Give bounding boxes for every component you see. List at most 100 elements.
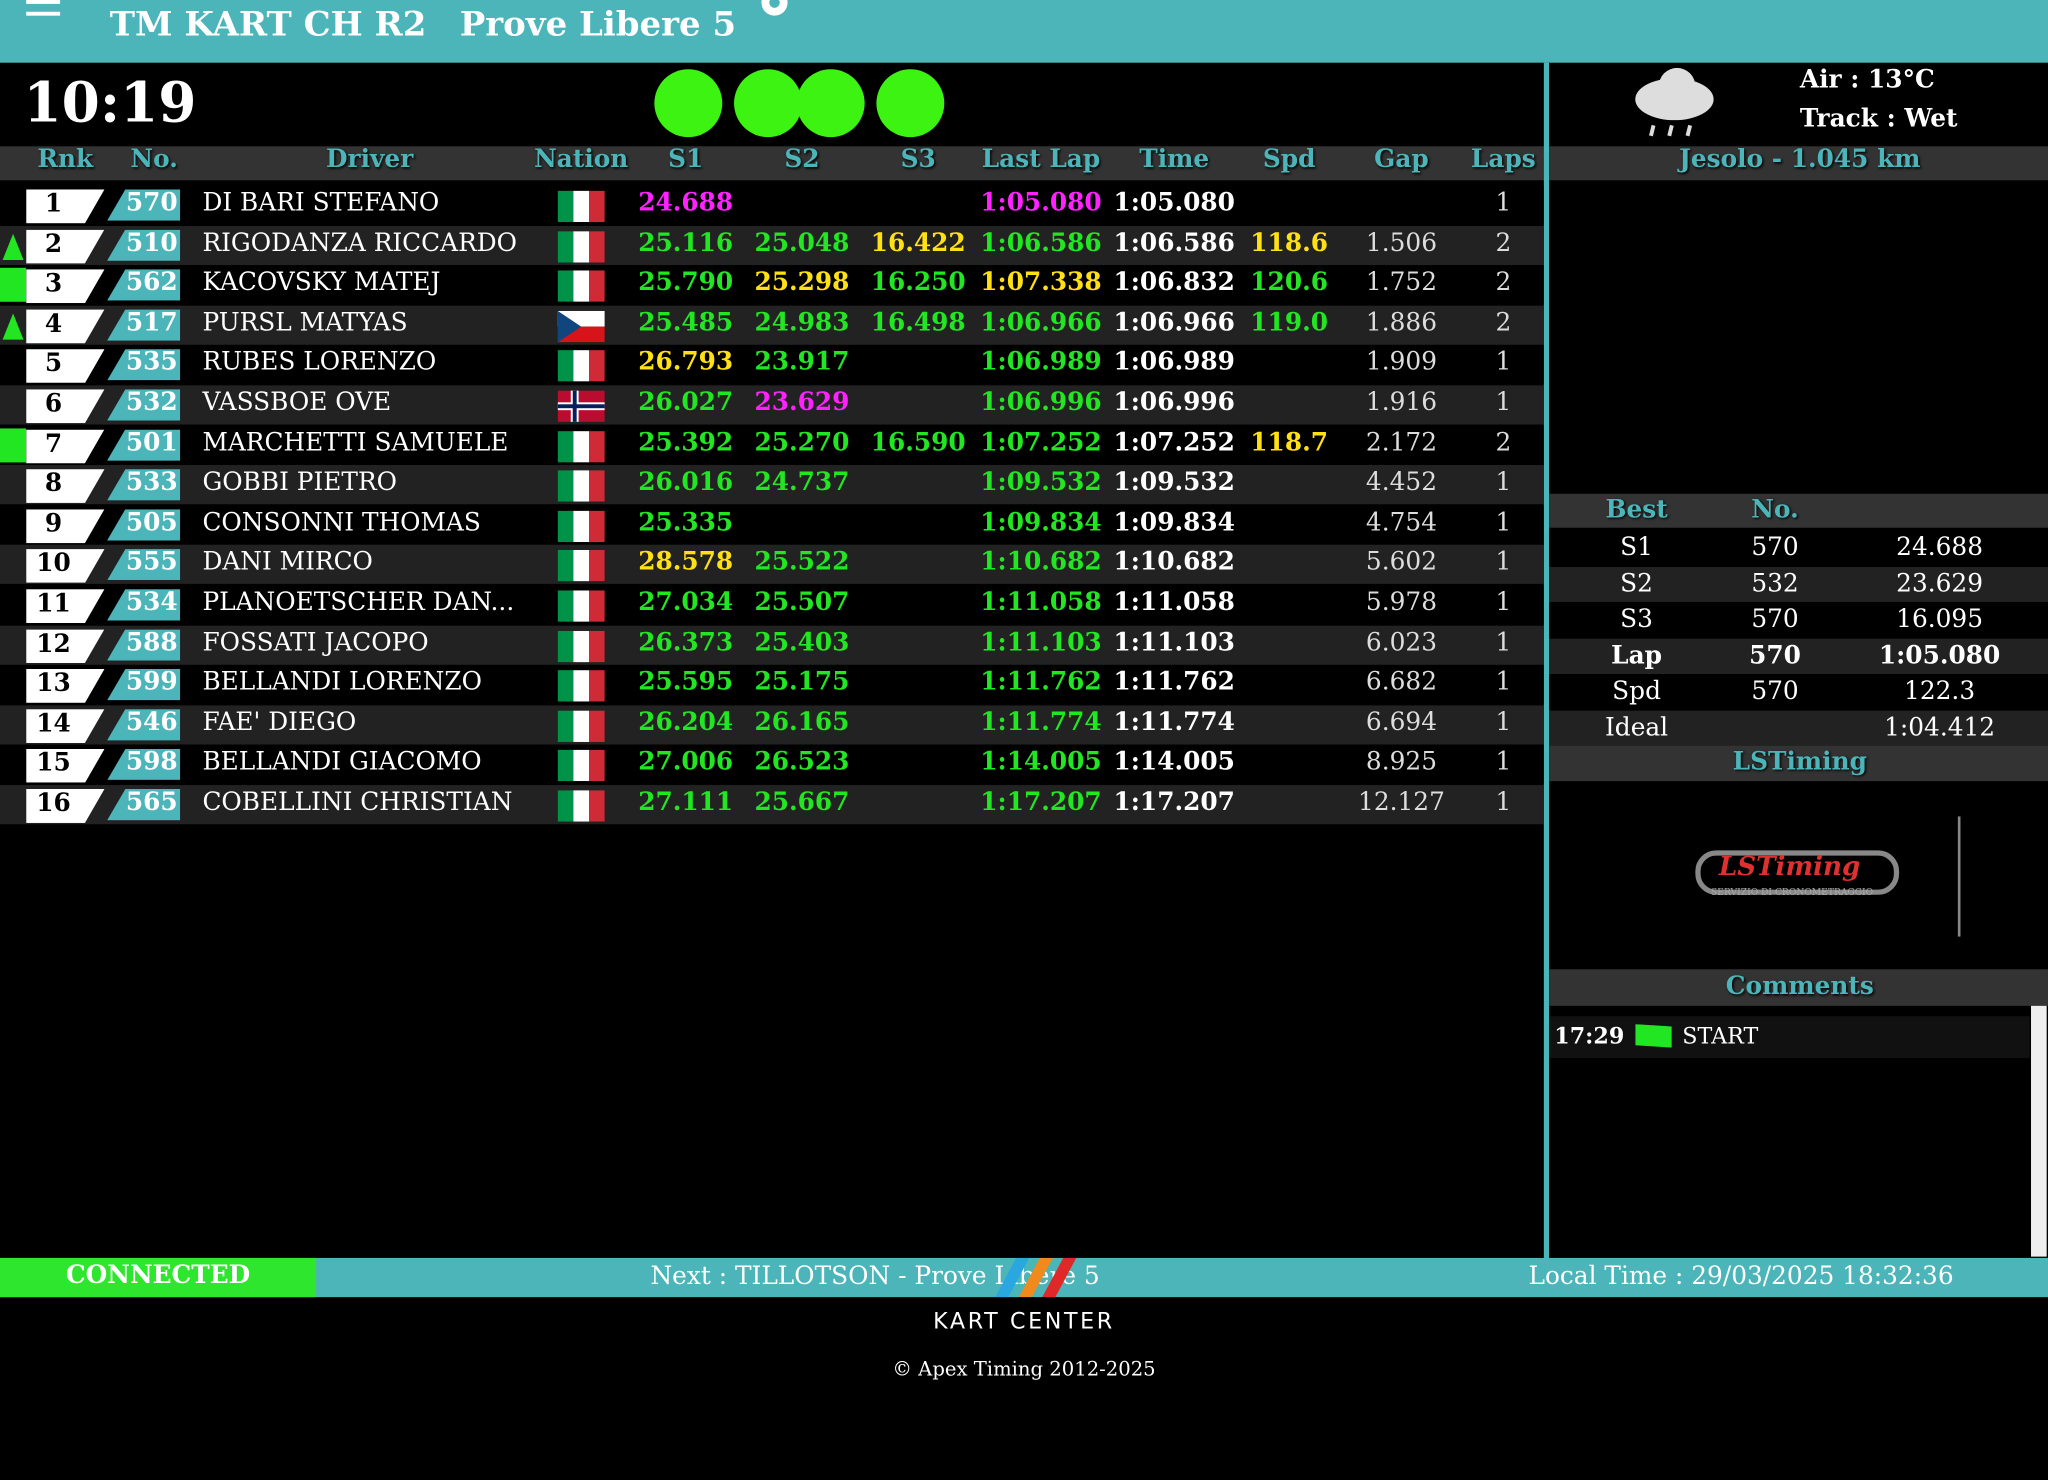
driver: CONSONNI THOMAS bbox=[202, 507, 481, 537]
rank: 15 bbox=[36, 749, 71, 778]
cell-s2: 24.983 bbox=[754, 308, 850, 337]
status-box bbox=[0, 1257, 317, 1298]
nation-flag bbox=[557, 790, 605, 827]
rank: 1 bbox=[44, 189, 63, 219]
cell-s1: 27.111 bbox=[638, 787, 734, 817]
cell-gap: 5.602 bbox=[1365, 547, 1437, 577]
kart-number: 546 bbox=[125, 707, 178, 737]
cell-s1: 26.027 bbox=[638, 387, 734, 417]
rank: 12 bbox=[36, 629, 71, 658]
column-header: S1 bbox=[668, 144, 704, 174]
driver: PLANOETSCHER DAN... bbox=[202, 587, 515, 617]
menu-button[interactable] bbox=[26, 0, 63, 21]
flag bbox=[557, 470, 605, 502]
nation-flag bbox=[557, 190, 605, 228]
cell-time: 1:17.207 bbox=[1113, 787, 1235, 817]
comment-time: 17:29 bbox=[1554, 1024, 1625, 1051]
cell-gap: 6.694 bbox=[1365, 707, 1437, 737]
best-row bbox=[1549, 709, 2048, 746]
connection-status: CONNECTED bbox=[65, 1260, 251, 1290]
cell-s3: 16.422 bbox=[870, 228, 966, 257]
best-label: S3 bbox=[1620, 604, 1653, 634]
cell-s2: 25.507 bbox=[754, 587, 850, 617]
column-header: Gap bbox=[1374, 144, 1429, 174]
table-row bbox=[0, 545, 1544, 585]
best-header-bar bbox=[1549, 493, 2048, 528]
cell-last: 1:10.682 bbox=[980, 547, 1102, 577]
kart-number: 565 bbox=[125, 787, 178, 817]
comment-row bbox=[1549, 1016, 2030, 1059]
kart-number: 588 bbox=[125, 627, 178, 657]
flag bbox=[557, 310, 605, 342]
cell-s3: 16.250 bbox=[870, 268, 966, 297]
driver: PURSL MATYAS bbox=[202, 308, 408, 337]
table-row bbox=[0, 385, 1544, 425]
driver: VASSBOE OVE bbox=[202, 387, 392, 417]
best-time: 24.688 bbox=[1896, 532, 1984, 562]
nation-flag bbox=[557, 310, 605, 348]
settings-button[interactable] bbox=[756, 0, 793, 21]
best-number: 570 bbox=[1751, 532, 1799, 562]
cell-laps: 1 bbox=[1495, 627, 1512, 657]
cell-laps: 1 bbox=[1495, 507, 1512, 537]
driver: FOSSATI JACOPO bbox=[202, 627, 429, 657]
rank: 13 bbox=[36, 669, 71, 698]
nation-flag bbox=[557, 550, 605, 587]
best-time: 16.095 bbox=[1896, 604, 1984, 634]
copyright: © Apex Timing 2012-2025 bbox=[892, 1357, 1156, 1381]
cell-gap: 4.452 bbox=[1365, 467, 1437, 497]
comment-text: START bbox=[1682, 1024, 1759, 1051]
driver: GOBBI PIETRO bbox=[202, 467, 397, 497]
event-title: TM KART CH R2 bbox=[109, 5, 427, 45]
rank: 10 bbox=[36, 549, 71, 578]
flag bbox=[557, 630, 605, 662]
cell-laps: 1 bbox=[1495, 467, 1512, 497]
table-row bbox=[0, 505, 1544, 545]
status-lights bbox=[654, 69, 945, 138]
comments-title: Comments bbox=[1725, 971, 1874, 1001]
scrollbar[interactable] bbox=[2031, 1005, 2047, 1257]
cell-time: 1:06.996 bbox=[1113, 387, 1235, 417]
column-header: Nation bbox=[534, 144, 629, 174]
cell-s2: 25.175 bbox=[754, 667, 850, 697]
best-time: 23.629 bbox=[1896, 568, 1984, 598]
lstiming-title: LSTiming bbox=[1732, 747, 1868, 776]
flag bbox=[557, 390, 605, 422]
cell-laps: 1 bbox=[1495, 188, 1512, 217]
best-row bbox=[1549, 566, 2048, 602]
best-header: No. bbox=[1751, 495, 1799, 524]
nation-flag bbox=[557, 470, 605, 508]
local-time: Local Time : 29/03/2025 18:32:36 bbox=[1528, 1261, 1954, 1291]
column-header: S3 bbox=[900, 144, 936, 174]
cell-gap: 1.886 bbox=[1365, 308, 1437, 337]
cell-laps: 2 bbox=[1495, 268, 1512, 297]
brand: KART CENTER bbox=[933, 1308, 1115, 1336]
cell-s2: 25.403 bbox=[754, 627, 850, 657]
kart-number: 570 bbox=[125, 188, 178, 217]
cell-last: 1:11.103 bbox=[980, 627, 1102, 657]
cell-laps: 1 bbox=[1495, 707, 1512, 737]
driver: DI BARI STEFANO bbox=[202, 188, 440, 217]
cell-s1: 25.485 bbox=[638, 308, 734, 337]
kart-number: 599 bbox=[125, 667, 178, 697]
table-row bbox=[0, 745, 1544, 785]
best-label: Spd bbox=[1612, 676, 1661, 706]
cell-s1: 28.578 bbox=[638, 547, 734, 577]
best-row bbox=[1549, 602, 2048, 638]
table-row bbox=[0, 585, 1544, 625]
cell-laps: 1 bbox=[1495, 787, 1512, 817]
cell-last: 1:06.966 bbox=[980, 308, 1102, 337]
cell-laps: 2 bbox=[1495, 308, 1512, 337]
cell-gap: 12.127 bbox=[1358, 787, 1445, 817]
cell-s2: 25.270 bbox=[754, 427, 850, 457]
cell-s2: 25.522 bbox=[754, 547, 850, 577]
separator bbox=[1957, 816, 1961, 937]
rank: 14 bbox=[36, 709, 71, 738]
cell-gap: 4.754 bbox=[1365, 507, 1437, 537]
cell-time: 1:06.832 bbox=[1113, 268, 1235, 297]
flag bbox=[557, 710, 605, 742]
cell-time: 1:05.080 bbox=[1113, 188, 1235, 217]
cell-s2: 23.917 bbox=[754, 347, 850, 377]
cell-s2: 25.298 bbox=[754, 268, 850, 297]
cell-time: 1:11.058 bbox=[1113, 587, 1235, 617]
